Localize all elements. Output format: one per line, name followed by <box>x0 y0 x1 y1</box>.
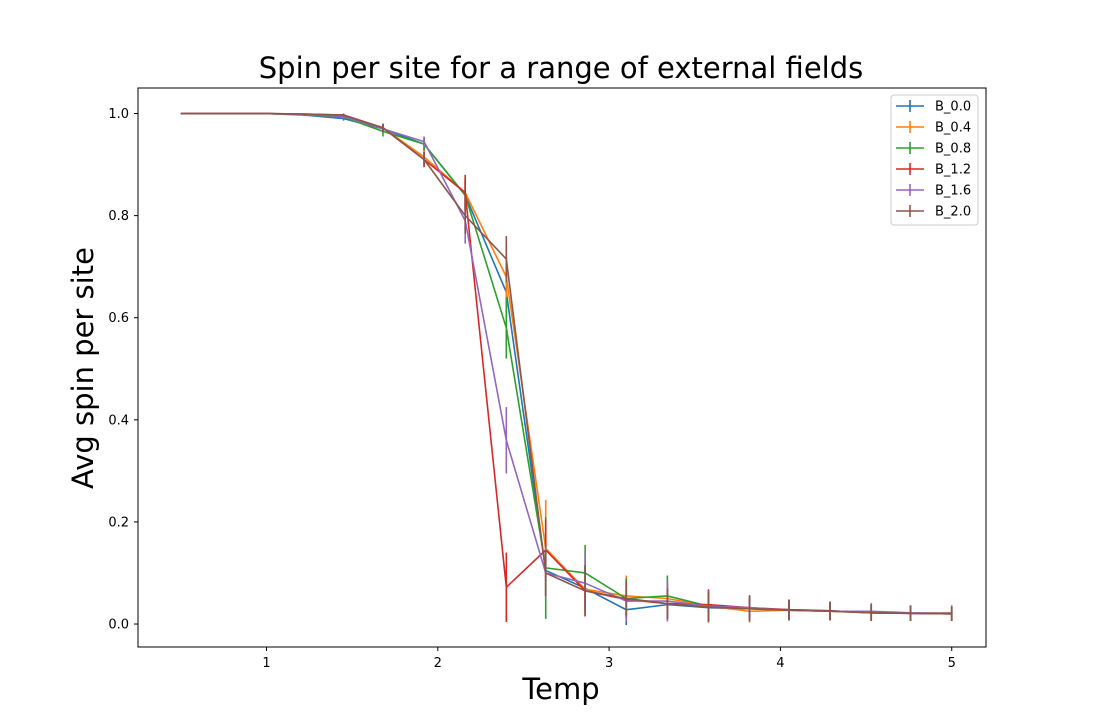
plot-area <box>180 112 953 626</box>
legend-label: B_0.0 <box>935 100 971 115</box>
series-B_1.6 <box>180 112 953 622</box>
series-B_0.8 <box>180 112 953 622</box>
series-B_0.4 <box>180 112 953 623</box>
x-tick-label: 4 <box>776 656 784 671</box>
series-B_0.0 <box>180 112 953 626</box>
x-tick-label: 3 <box>605 656 613 671</box>
x-axis: 1 2 3 4 5 <box>262 647 956 671</box>
y-tick-label: 0.6 <box>108 311 129 326</box>
series-line <box>180 112 952 615</box>
y-tick-label: 0.8 <box>108 209 129 224</box>
x-tick-label: 2 <box>434 656 442 671</box>
legend-label: B_0.8 <box>935 142 971 157</box>
x-axis-label: Temp <box>521 672 599 706</box>
series-line <box>180 112 952 615</box>
chart-title: Spin per site for a range of external fi… <box>259 51 863 85</box>
legend-item: B_0.0 <box>896 100 971 115</box>
series-B_1.2 <box>180 112 953 622</box>
legend: B_0.0 B_0.4 B_0.8 B_1.2 B_1.6 B_2.0 <box>890 94 979 226</box>
legend-item: B_2.0 <box>896 205 971 220</box>
legend-label: B_1.6 <box>935 184 971 199</box>
legend-label: B_2.0 <box>935 205 971 220</box>
y-tick-label: 1.0 <box>108 107 129 122</box>
legend-item: B_0.8 <box>896 142 971 157</box>
legend-item: B_0.4 <box>896 121 971 136</box>
y-tick-label: 0.0 <box>108 618 129 633</box>
series-B_2.0 <box>180 112 953 623</box>
axes-frame <box>137 87 987 648</box>
x-tick-label: 1 <box>262 656 270 671</box>
y-tick-label: 0.2 <box>108 515 129 530</box>
legend-item: B_1.2 <box>896 163 971 178</box>
x-tick-label: 5 <box>948 656 956 671</box>
y-tick-label: 0.4 <box>108 413 129 428</box>
series-line <box>180 112 952 615</box>
series-line <box>180 112 952 615</box>
legend-label: B_1.2 <box>935 163 971 178</box>
y-axis-label: Avg spin per site <box>66 247 100 489</box>
series-line <box>180 112 952 615</box>
legend-label: B_0.4 <box>935 121 971 136</box>
series-line <box>180 112 952 615</box>
legend-item: B_1.6 <box>896 184 971 199</box>
y-axis: 0.0 0.2 0.4 0.6 0.8 1.0 <box>108 107 138 633</box>
